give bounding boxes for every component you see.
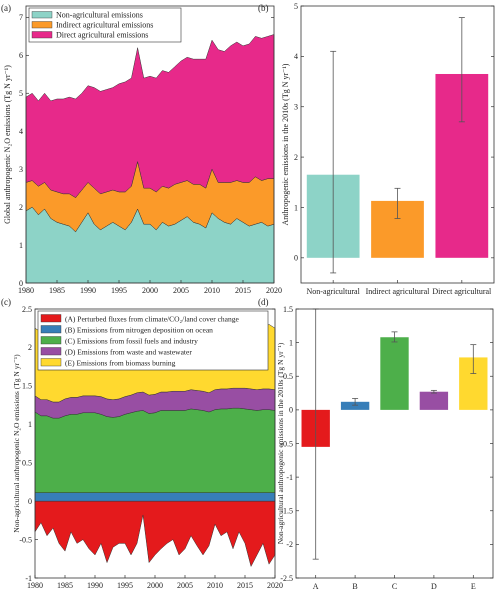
x-tick-label: A (313, 582, 319, 591)
x-tick-label: 2010 (207, 581, 223, 590)
area-series-3 (34, 407, 276, 493)
legend-swatch (40, 314, 62, 323)
x-tick-label: Indirect agricultural (366, 287, 431, 296)
x-tick-label: 2005 (173, 286, 189, 295)
x-tick-label: 1985 (49, 286, 65, 295)
y-tick-label: 2 (294, 153, 298, 162)
y-tick-label: 1 (28, 420, 32, 429)
x-tick-label: 2015 (237, 581, 253, 590)
x-tick-label: Non-agricultural (307, 287, 361, 296)
bar-c (380, 337, 409, 410)
x-tick-label: 2000 (142, 286, 158, 295)
y-tick-label: 6 (19, 51, 23, 60)
x-tick-label: 2015 (235, 286, 251, 295)
y-tick-label: 4 (294, 52, 298, 61)
x-tick-label: Direct agricultural (432, 287, 492, 296)
x-tick-label: B (352, 582, 357, 591)
x-tick-label: C (392, 582, 397, 591)
legend-label: (B) Emissions from nitrogen deposition o… (65, 326, 213, 335)
y-axis-label: Anthropogenic emissions in the 2010s (Tg… (281, 63, 290, 225)
x-tick-label: 1990 (87, 581, 103, 590)
legend-swatch (40, 347, 62, 356)
y-tick-label: -0.5 (19, 535, 32, 544)
y-tick-label: 5 (19, 89, 23, 98)
y-tick-label: 3 (294, 103, 298, 112)
y-tick-label: 2.5 (22, 305, 32, 314)
y-tick-label: 3 (19, 165, 23, 174)
legend-swatch (40, 358, 62, 367)
y-tick-label: 0 (294, 254, 298, 263)
axes-frame (34, 308, 276, 579)
y-tick-label: 1 (19, 241, 23, 250)
x-tick-label: 2000 (147, 581, 163, 590)
y-tick-label: 2 (19, 203, 23, 212)
legend-swatch (40, 325, 62, 334)
x-tick-label: E (471, 582, 476, 591)
legend-box (28, 7, 182, 43)
legend-label: (C) Emissions from fossil fuels and indu… (65, 337, 198, 346)
x-tick-label: 2020 (267, 581, 283, 590)
area-series-2 (34, 492, 276, 502)
legend-label: Non-agricultural emissions (56, 11, 143, 20)
y-tick-label: -2.5 (280, 574, 293, 583)
legend-swatch (31, 31, 53, 39)
bar-d (419, 391, 449, 410)
axes-frame (295, 308, 494, 579)
bar-b (340, 401, 370, 410)
x-tick-label: 1980 (27, 581, 43, 590)
panel-label: (b) (258, 3, 269, 13)
legend-label: Indirect agricultural emissions (56, 21, 153, 30)
legend-label: (E) Emissions from biomass burning (65, 359, 176, 368)
y-tick-label: -0.5 (280, 439, 293, 448)
y-tick-label: 0 (28, 497, 32, 506)
legend-swatch (31, 11, 53, 19)
x-tick-label: 2005 (177, 581, 193, 590)
area-series-1 (34, 500, 276, 568)
y-tick-label: 7 (19, 13, 23, 22)
y-tick-label: 0.5 (22, 459, 32, 468)
legend-swatch (31, 21, 53, 29)
panel-label: (a) (1, 3, 11, 13)
panel-b: 0 1 2 3 4 5 Anthropogenic emissions in the 201… (258, 2, 495, 296)
panel-c: -1 -0.5 0 0.5 1 1.5 2 2.5 Non-agricultural anthr… (1, 297, 283, 590)
y-axis-label: Non-agricultural anthropogenic N₂O emiss… (12, 354, 21, 533)
y-axis-label: Global anthropogenic N₂O emissions (Tg N… (3, 65, 12, 224)
area-series-3 (25, 34, 275, 198)
y-tick-label: 5 (294, 2, 298, 11)
panel-label: (d) (258, 297, 269, 307)
y-tick-label: -1 (286, 473, 293, 482)
y-tick-label: -2 (286, 540, 293, 549)
legend-label: (A) Perturbed fluxes from climate/CO₂/la… (65, 315, 239, 324)
legend-label: (D) Emissions from waste and wastewater (65, 348, 192, 357)
x-tick-label: 1990 (80, 286, 96, 295)
y-tick-label: 0 (19, 279, 23, 288)
x-tick-label: 1995 (111, 286, 127, 295)
y-tick-label: 1 (289, 338, 293, 347)
y-tick-label: 0 (289, 406, 293, 415)
panel-label: (c) (1, 297, 11, 307)
x-tick-label: 2010 (204, 286, 220, 295)
x-tick-label: 1985 (57, 581, 73, 590)
y-tick-label: 0.5 (283, 372, 293, 381)
legend-label: Direct agricultural emissions (56, 31, 148, 40)
panel-a: 0 1 2 3 4 5 6 7 Global anthropogenic N₂O emissio… (1, 3, 282, 295)
y-tick-label: 2 (28, 343, 32, 352)
panel-d: -2.5 -2 -1.5 -1 -0.5 0 0.5 1 1.5 Non-agricultural… (258, 297, 494, 591)
y-tick-label: 1 (294, 203, 298, 212)
x-tick-label: 2020 (266, 286, 282, 295)
x-tick-label: 1980 (18, 286, 34, 295)
y-tick-label: -1.5 (280, 507, 293, 516)
x-tick-label: D (431, 582, 437, 591)
x-tick-label: 1995 (117, 581, 133, 590)
axes-frame (25, 5, 275, 284)
legend-swatch (40, 336, 62, 345)
axes-frame (300, 5, 495, 284)
y-tick-label: 1.5 (283, 305, 293, 314)
y-tick-label: 1.5 (22, 382, 32, 391)
legend-box (37, 310, 269, 371)
y-axis-label: Non-agricultural anthropogenic emissions… (276, 342, 285, 544)
y-tick-label: 4 (19, 127, 23, 136)
y-tick-label: -1 (25, 574, 32, 583)
